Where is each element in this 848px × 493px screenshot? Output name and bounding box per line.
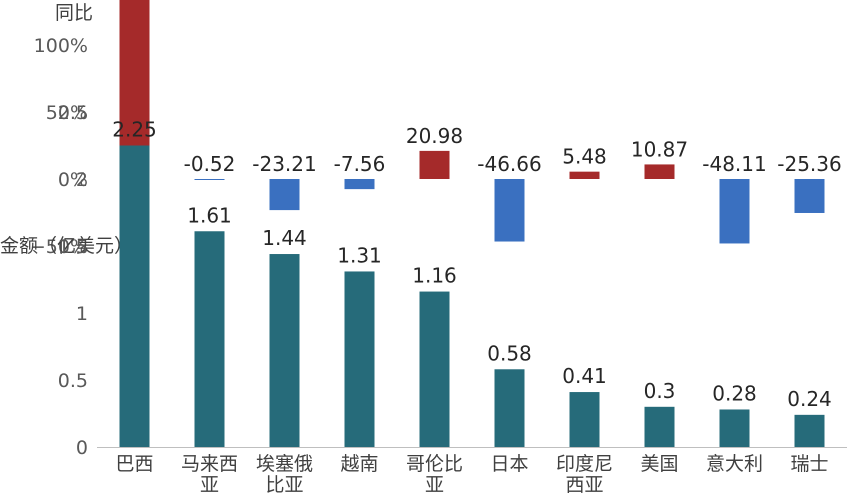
yoy-data-label: -46.66 <box>477 152 541 176</box>
amount-bar <box>719 409 750 447</box>
category-label: 埃塞俄比亚 <box>256 453 313 493</box>
amount-data-label: 0.24 <box>787 387 832 411</box>
amount-axis-title: 金额（亿美元） <box>0 235 133 257</box>
amount-data-label: 1.61 <box>187 203 232 227</box>
category-label: 日本 <box>490 453 528 475</box>
yoy-bar <box>344 179 375 190</box>
yoy-tick-label: 0% <box>58 169 88 191</box>
amount-tick-label: 2.5 <box>58 102 88 124</box>
amount-tick-label: 2 <box>76 169 88 191</box>
yoy-data-label: 10.87 <box>631 137 688 161</box>
amount-tick-label: 0.5 <box>58 370 88 392</box>
category-label: 印度尼西亚 <box>556 453 613 493</box>
amount-bar <box>419 291 450 447</box>
amount-data-label: 2.25 <box>112 118 157 142</box>
amount-data-label: 0.28 <box>712 381 757 405</box>
amount-data-label: 1.31 <box>337 243 382 267</box>
yoy-bar <box>719 179 750 244</box>
yoy-bar <box>194 179 225 180</box>
amount-bar <box>344 271 375 447</box>
yoy-data-label: -23.21 <box>252 152 316 176</box>
yoy-data-label: 20.98 <box>406 124 463 148</box>
amount-bar <box>569 392 600 447</box>
category-label: 瑞士 <box>790 453 828 475</box>
amount-data-label: 1.44 <box>262 226 307 250</box>
yoy-bar <box>419 150 450 179</box>
yoy-data-label: -0.52 <box>184 152 236 176</box>
yoy-tick-label: 50% <box>46 102 88 124</box>
amount-bar <box>269 254 300 447</box>
amount-bar <box>194 231 225 447</box>
category-label: 马来西亚 <box>181 453 238 493</box>
amount-chart: 金额（亿美元） 2.5 2 1.5 1 0.5 0 2.25 1.61 1.44 1.31 1.1… <box>0 102 847 493</box>
amount-bar <box>119 145 150 447</box>
category-label: 意大利 <box>706 453 763 475</box>
yoy-bar <box>794 179 825 213</box>
yoy-data-label: -25.36 <box>777 152 841 176</box>
amount-bar <box>494 369 525 447</box>
yoy-axis-title: 同比 <box>55 2 93 24</box>
amount-data-label: 0.41 <box>562 364 607 388</box>
amount-data-label: 1.16 <box>412 264 457 288</box>
amount-bar <box>644 406 675 447</box>
yoy-data-label: 5.48 <box>562 145 607 169</box>
yoy-bar <box>569 171 600 179</box>
yoy-bar <box>494 179 525 242</box>
yoy-bar <box>269 179 300 211</box>
yoy-data-label: -48.11 <box>702 152 766 176</box>
category-label: 哥伦比亚 <box>406 453 463 493</box>
yoy-bar <box>644 164 675 179</box>
amount-data-label: 0.3 <box>644 379 676 403</box>
amount-tick-label: 1.5 <box>58 236 88 258</box>
amount-tick-label: 0 <box>76 437 88 459</box>
yoy-tick-label: −50% <box>30 236 88 258</box>
yoy-data-label: -7.56 <box>334 152 386 176</box>
amount-bar <box>794 414 825 447</box>
category-label: 越南 <box>340 453 378 475</box>
category-label: 美国 <box>640 453 678 475</box>
category-label: 巴西 <box>115 453 153 475</box>
yoy-tick-label: 100% <box>34 35 88 57</box>
amount-data-label: 0.58 <box>487 341 532 365</box>
amount-tick-label: 1 <box>76 303 88 325</box>
